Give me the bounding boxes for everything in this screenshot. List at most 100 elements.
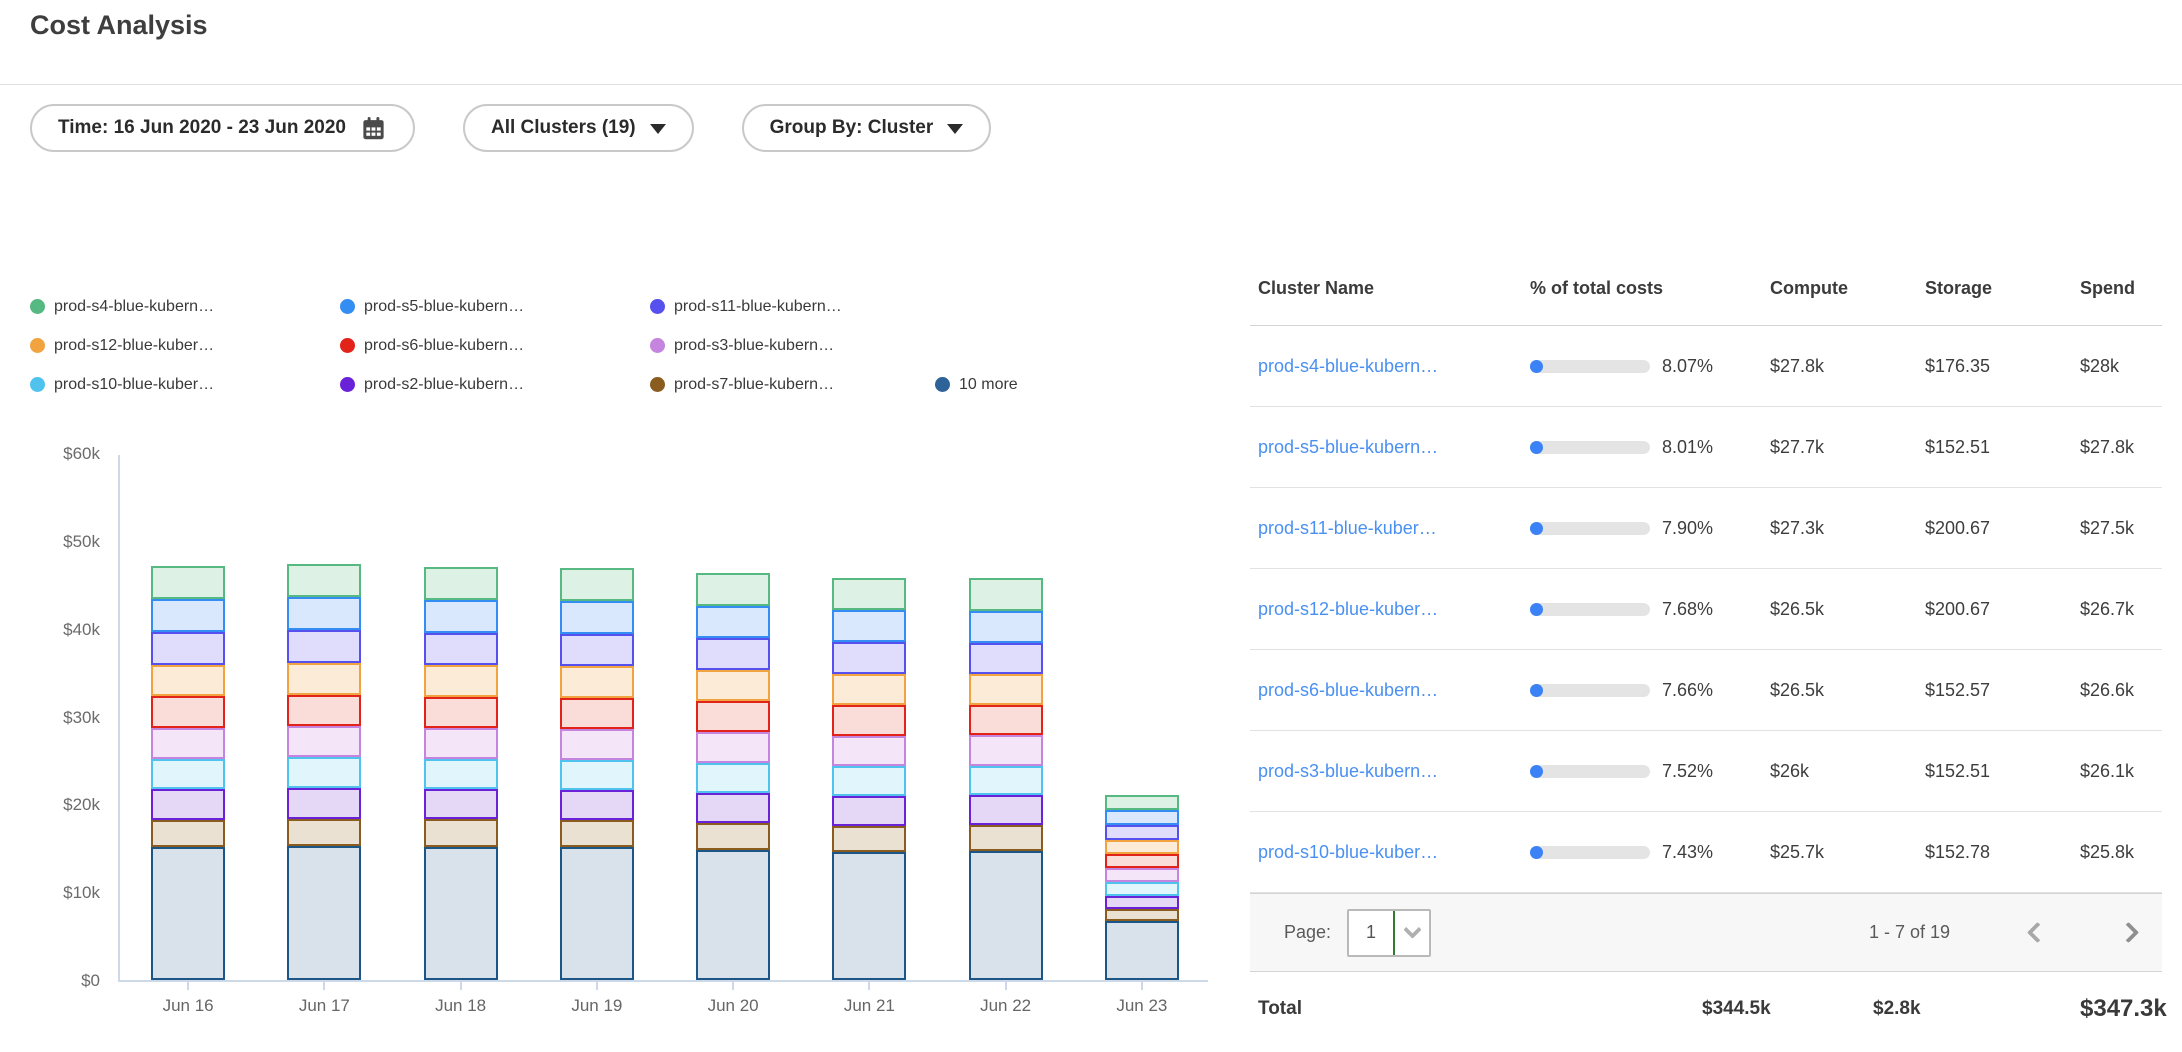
page-select[interactable]: 1 <box>1347 909 1431 957</box>
bar-segment-prod-s11-blue-kubern[interactable] <box>287 630 361 663</box>
cluster-link-prod-s12-blue-kuber[interactable]: prod-s12-blue-kuber… <box>1258 599 1438 619</box>
bar-segment-prod-s2-blue-kubern[interactable] <box>560 790 634 820</box>
bar-segment-prod-s6-blue-kubern[interactable] <box>287 695 361 727</box>
bar-segment-prod-s11-blue-kubern[interactable] <box>832 642 906 674</box>
legend-item-prod-s11-blue-kubern[interactable]: prod-s11-blue-kubern… <box>650 294 935 319</box>
bar-segment-prod-s6-blue-kubern[interactable] <box>969 705 1043 736</box>
bar-segment-prod-s4-blue-kubern[interactable] <box>287 564 361 597</box>
bar-segment-prod-s10-blue-kuber[interactable] <box>424 759 498 790</box>
bar-segment-prod-s2-blue-kubern[interactable] <box>287 788 361 819</box>
bar-segment-prod-s11-blue-kubern[interactable] <box>560 634 634 666</box>
clusters-filter-dropdown[interactable]: All Clusters (19) <box>463 104 694 152</box>
group-by-dropdown[interactable]: Group By: Cluster <box>742 104 992 152</box>
previous-page-button[interactable] <box>2027 922 2048 943</box>
bar-segment-prod-s2-blue-kubern[interactable] <box>696 793 770 823</box>
bar-segment-prod-s7-blue-kubern[interactable] <box>560 820 634 847</box>
bar-segment-prod-s2-blue-kubern[interactable] <box>969 795 1043 824</box>
bar-segment-prod-s4-blue-kubern[interactable] <box>560 568 634 601</box>
bar-segment-prod-s3-blue-kubern[interactable] <box>287 726 361 757</box>
bar-segment-prod-s11-blue-kubern[interactable] <box>969 643 1043 675</box>
legend-item-prod-s3-blue-kubern[interactable]: prod-s3-blue-kubern… <box>650 333 935 358</box>
bar-segment-prod-s12-blue-kuber[interactable] <box>832 674 906 705</box>
bar-segment-10-more[interactable] <box>969 851 1043 980</box>
legend-item-10-more[interactable]: 10 more <box>935 372 1018 397</box>
bar-segment-prod-s3-blue-kubern[interactable] <box>560 729 634 760</box>
bar-segment-prod-s3-blue-kubern[interactable] <box>1105 868 1179 882</box>
bar-segment-10-more[interactable] <box>696 850 770 980</box>
next-page-button[interactable] <box>2118 922 2139 943</box>
bar-segment-prod-s5-blue-kubern[interactable] <box>1105 810 1179 825</box>
bar-segment-10-more[interactable] <box>287 846 361 980</box>
legend-item-prod-s12-blue-kuber[interactable]: prod-s12-blue-kuber… <box>30 333 340 358</box>
bar-segment-prod-s5-blue-kubern[interactable] <box>287 597 361 630</box>
bar-segment-prod-s12-blue-kuber[interactable] <box>560 666 634 698</box>
bar-segment-prod-s4-blue-kubern[interactable] <box>1105 795 1179 810</box>
cluster-link-prod-s3-blue-kubern[interactable]: prod-s3-blue-kubern… <box>1258 761 1438 781</box>
bar-segment-prod-s4-blue-kubern[interactable] <box>424 567 498 600</box>
legend-item-prod-s10-blue-kuber[interactable]: prod-s10-blue-kuber… <box>30 372 340 397</box>
legend-item-prod-s2-blue-kubern[interactable]: prod-s2-blue-kubern… <box>340 372 650 397</box>
bar-segment-prod-s6-blue-kubern[interactable] <box>696 701 770 732</box>
bar-segment-10-more[interactable] <box>1105 921 1179 980</box>
bar-segment-prod-s10-blue-kuber[interactable] <box>287 757 361 788</box>
bar-jun-19[interactable] <box>560 455 634 980</box>
bar-segment-prod-s6-blue-kubern[interactable] <box>560 698 634 729</box>
bar-jun-22[interactable] <box>969 455 1043 980</box>
cluster-link-prod-s6-blue-kubern[interactable]: prod-s6-blue-kubern… <box>1258 680 1438 700</box>
bar-segment-prod-s11-blue-kubern[interactable] <box>151 632 225 664</box>
bar-segment-prod-s5-blue-kubern[interactable] <box>696 606 770 638</box>
bar-segment-prod-s7-blue-kubern[interactable] <box>424 819 498 846</box>
bar-segment-prod-s10-blue-kuber[interactable] <box>969 766 1043 796</box>
bar-jun-21[interactable] <box>832 455 906 980</box>
bar-segment-prod-s3-blue-kubern[interactable] <box>969 735 1043 765</box>
bar-segment-10-more[interactable] <box>151 847 225 980</box>
bar-segment-prod-s3-blue-kubern[interactable] <box>696 732 770 763</box>
bar-segment-prod-s2-blue-kubern[interactable] <box>1105 896 1179 910</box>
bar-segment-prod-s4-blue-kubern[interactable] <box>696 573 770 606</box>
bar-jun-17[interactable] <box>287 455 361 980</box>
bar-segment-prod-s7-blue-kubern[interactable] <box>287 819 361 847</box>
bar-segment-prod-s2-blue-kubern[interactable] <box>424 789 498 819</box>
bar-segment-prod-s5-blue-kubern[interactable] <box>424 600 498 633</box>
time-range-filter[interactable]: Time: 16 Jun 2020 - 23 Jun 2020 <box>30 104 415 152</box>
cluster-link-prod-s10-blue-kuber[interactable]: prod-s10-blue-kuber… <box>1258 842 1438 862</box>
bar-segment-prod-s7-blue-kubern[interactable] <box>832 826 906 853</box>
bar-segment-prod-s3-blue-kubern[interactable] <box>424 728 498 759</box>
bar-segment-prod-s5-blue-kubern[interactable] <box>560 601 634 634</box>
bar-segment-prod-s7-blue-kubern[interactable] <box>969 825 1043 851</box>
legend-item-prod-s7-blue-kubern[interactable]: prod-s7-blue-kubern… <box>650 372 935 397</box>
bar-segment-prod-s2-blue-kubern[interactable] <box>832 796 906 826</box>
bar-segment-prod-s6-blue-kubern[interactable] <box>1105 854 1179 868</box>
bar-segment-prod-s3-blue-kubern[interactable] <box>832 736 906 766</box>
bar-segment-10-more[interactable] <box>424 847 498 980</box>
bar-segment-prod-s7-blue-kubern[interactable] <box>151 820 225 847</box>
bar-segment-prod-s4-blue-kubern[interactable] <box>832 578 906 610</box>
bar-segment-prod-s11-blue-kubern[interactable] <box>696 638 770 670</box>
bar-segment-prod-s11-blue-kubern[interactable] <box>1105 825 1179 840</box>
bar-segment-prod-s11-blue-kubern[interactable] <box>424 633 498 665</box>
bar-segment-10-more[interactable] <box>832 852 906 980</box>
cluster-link-prod-s4-blue-kubern[interactable]: prod-s4-blue-kubern… <box>1258 356 1438 376</box>
bar-segment-prod-s3-blue-kubern[interactable] <box>151 728 225 759</box>
cluster-link-prod-s5-blue-kubern[interactable]: prod-s5-blue-kubern… <box>1258 437 1438 457</box>
bar-segment-prod-s12-blue-kuber[interactable] <box>1105 840 1179 854</box>
bar-segment-prod-s7-blue-kubern[interactable] <box>696 823 770 850</box>
bar-segment-prod-s6-blue-kubern[interactable] <box>151 696 225 728</box>
bar-segment-prod-s6-blue-kubern[interactable] <box>424 697 498 729</box>
bar-segment-prod-s4-blue-kubern[interactable] <box>151 566 225 599</box>
legend-item-prod-s5-blue-kubern[interactable]: prod-s5-blue-kubern… <box>340 294 650 319</box>
bar-segment-prod-s10-blue-kuber[interactable] <box>696 763 770 793</box>
bar-segment-prod-s5-blue-kubern[interactable] <box>151 599 225 632</box>
bar-segment-prod-s7-blue-kubern[interactable] <box>1105 909 1179 921</box>
bar-segment-prod-s6-blue-kubern[interactable] <box>832 705 906 736</box>
bar-jun-23[interactable] <box>1105 455 1179 980</box>
bar-segment-10-more[interactable] <box>560 847 634 980</box>
bar-segment-prod-s10-blue-kuber[interactable] <box>832 766 906 796</box>
bar-segment-prod-s10-blue-kuber[interactable] <box>1105 882 1179 896</box>
legend-item-prod-s4-blue-kubern[interactable]: prod-s4-blue-kubern… <box>30 294 340 319</box>
bar-segment-prod-s12-blue-kuber[interactable] <box>287 663 361 695</box>
bar-segment-prod-s10-blue-kuber[interactable] <box>560 760 634 790</box>
bar-segment-prod-s4-blue-kubern[interactable] <box>969 578 1043 610</box>
bar-segment-prod-s10-blue-kuber[interactable] <box>151 759 225 790</box>
bar-segment-prod-s2-blue-kubern[interactable] <box>151 789 225 820</box>
